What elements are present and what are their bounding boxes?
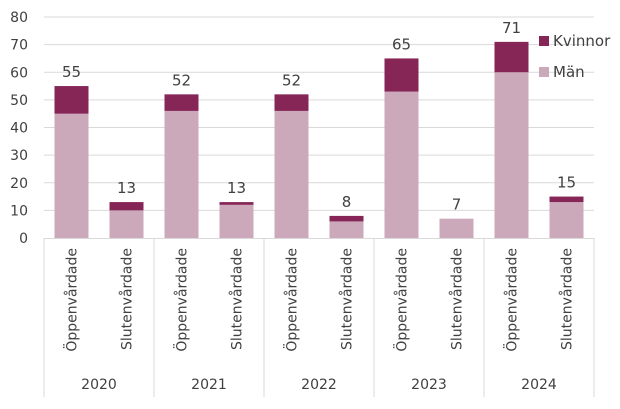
bar-segment-kvinnor [549, 196, 584, 203]
data-label: 13 [117, 179, 136, 197]
bar-segment-man [494, 72, 529, 238]
x-category-label: Öppenvårdade [173, 248, 191, 352]
x-category-label: Slutenvårdade [229, 248, 246, 350]
data-label: 65 [392, 35, 411, 53]
data-label: 71 [502, 19, 521, 37]
bar-segment-kvinnor [109, 202, 144, 211]
data-label: 52 [282, 71, 301, 89]
legend-label-kvinnor: Kvinnor [553, 32, 611, 50]
x-category-label: Öppenvårdade [63, 248, 81, 352]
y-tick-label: 60 [10, 65, 28, 81]
data-label: 7 [452, 196, 462, 214]
legend-swatch-man [539, 67, 549, 77]
bar-segment-kvinnor [494, 41, 529, 73]
bar-segment-man [219, 204, 254, 238]
x-category-label: Slutenvårdade [119, 248, 136, 350]
x-category-label: Slutenvårdade [559, 248, 576, 350]
y-tick-label: 50 [10, 93, 28, 109]
bar-segment-man [439, 218, 474, 238]
y-tick-label: 40 [10, 121, 28, 137]
bar-segment-kvinnor [164, 94, 199, 111]
x-category-label: Öppenvårdade [503, 248, 521, 352]
bar-segment-man [109, 210, 144, 238]
bar-segment-man [384, 91, 419, 239]
x-group-label: 2024 [521, 377, 557, 393]
x-category-label: Öppenvårdade [283, 248, 301, 352]
x-group-label: 2022 [301, 377, 337, 393]
y-tick-label: 70 [10, 38, 28, 54]
data-label: 55 [62, 63, 81, 81]
y-tick-label: 20 [10, 176, 28, 192]
x-group-label: 2021 [191, 377, 227, 393]
bar-segment-man [549, 202, 584, 238]
bar-segment-kvinnor [384, 58, 419, 92]
x-category-label: Slutenvårdade [339, 248, 356, 350]
x-category-label: Slutenvårdade [449, 248, 466, 350]
y-tick-label: 10 [10, 203, 28, 219]
y-tick-label: 80 [10, 10, 28, 26]
data-label: 13 [227, 179, 246, 197]
y-tick-label: 30 [10, 148, 28, 164]
data-label: 52 [172, 71, 191, 89]
bar-segment-kvinnor [329, 215, 364, 222]
x-group-label: 2023 [411, 377, 447, 393]
legend-label-man: Män [553, 63, 585, 81]
data-label: 15 [557, 174, 576, 192]
x-category-label: Öppenvårdade [393, 248, 411, 352]
y-tick-label: 0 [19, 231, 28, 247]
bar-segment-man [164, 110, 199, 238]
bar-segment-man [329, 221, 364, 238]
bar-segment-kvinnor [54, 86, 89, 114]
bar-segment-kvinnor [219, 202, 254, 205]
x-group-label: 2020 [81, 377, 117, 393]
bar-segment-man [274, 110, 309, 238]
legend-swatch-kvinnor [539, 36, 549, 46]
data-label: 8 [342, 193, 352, 211]
bar-segment-man [54, 113, 89, 238]
bar-segment-kvinnor [274, 94, 309, 111]
